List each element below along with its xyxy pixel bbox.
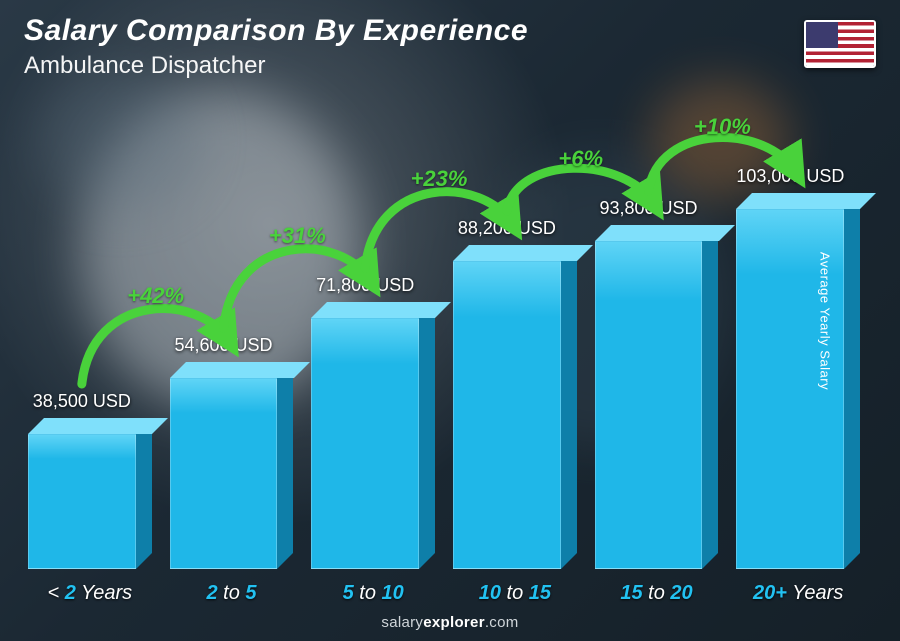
bar-front bbox=[170, 378, 278, 569]
bar-value-label: 38,500 USD bbox=[28, 391, 136, 412]
category-axis: < 2 Years 2 to 5 5 to 10 10 to 15 15 to 20 20… bbox=[28, 572, 860, 605]
delta-badge: +31% bbox=[269, 223, 326, 249]
bar-col: 103,000 USD bbox=[736, 209, 860, 569]
title-sub: Ambulance Dispatcher bbox=[24, 52, 528, 80]
bar-cap bbox=[595, 225, 735, 241]
bar-front bbox=[311, 318, 419, 569]
bar-side bbox=[277, 362, 293, 569]
footer-suffix: .com bbox=[485, 614, 519, 631]
bar-side bbox=[561, 245, 577, 569]
footer-bold: explorer bbox=[423, 614, 485, 631]
bar-cap bbox=[28, 418, 168, 434]
category-cell: 10 to 15 bbox=[453, 572, 577, 605]
bar-value-label: 93,800 USD bbox=[595, 198, 703, 219]
category-label: 2 to 5 bbox=[170, 582, 294, 605]
y-axis-label: Average Yearly Salary bbox=[817, 251, 832, 389]
bar bbox=[453, 261, 577, 569]
bar-col: 38,500 USD bbox=[28, 434, 152, 569]
bar-front bbox=[28, 434, 136, 569]
bar-front bbox=[595, 241, 703, 569]
bar-side bbox=[844, 193, 860, 569]
delta-badge: +42% bbox=[127, 283, 184, 309]
bar bbox=[170, 378, 294, 569]
bar-value-label: 88,200 USD bbox=[453, 218, 561, 239]
bar-cap bbox=[736, 193, 876, 209]
title-block: Salary Comparison By Experience Ambulanc… bbox=[24, 14, 528, 80]
bar-cap bbox=[311, 302, 451, 318]
country-flag-us bbox=[804, 20, 876, 68]
delta-badge: +10% bbox=[694, 114, 751, 140]
bar-side bbox=[136, 418, 152, 569]
bar-col: 93,800 USD bbox=[595, 241, 719, 569]
bar bbox=[311, 318, 435, 569]
bar-value-label: 54,600 USD bbox=[170, 335, 278, 356]
category-label: 5 to 10 bbox=[311, 582, 435, 605]
title-main: Salary Comparison By Experience bbox=[24, 14, 528, 48]
delta-badge: +6% bbox=[558, 146, 603, 172]
bar bbox=[595, 241, 719, 569]
bar-chart: 38,500 USD54,600 USD71,800 USD88,200 USD… bbox=[28, 120, 860, 569]
bar bbox=[736, 209, 860, 569]
category-cell: 20+ Years bbox=[736, 572, 860, 605]
bar-side bbox=[419, 302, 435, 569]
bar-col: 88,200 USD bbox=[453, 261, 577, 569]
footer-prefix: salary bbox=[381, 614, 423, 631]
bar-front bbox=[453, 261, 561, 569]
flag-canton bbox=[806, 22, 838, 48]
infographic-stage: Salary Comparison By Experience Ambulanc… bbox=[0, 0, 900, 641]
category-cell: 2 to 5 bbox=[170, 572, 294, 605]
bar-value-label: 71,800 USD bbox=[311, 275, 419, 296]
category-cell: < 2 Years bbox=[28, 572, 152, 605]
category-label: 15 to 20 bbox=[595, 582, 719, 605]
bar-col: 71,800 USD bbox=[311, 318, 435, 569]
bar-col: 54,600 USD bbox=[170, 378, 294, 569]
category-cell: 15 to 20 bbox=[595, 572, 719, 605]
footer-attribution: salaryexplorer.com bbox=[0, 614, 900, 631]
bar-cap bbox=[453, 245, 593, 261]
delta-badge: +23% bbox=[411, 166, 468, 192]
bar-side bbox=[702, 225, 718, 569]
category-label: 20+ Years bbox=[736, 582, 860, 605]
bar bbox=[28, 434, 152, 569]
bar-cap bbox=[170, 362, 310, 378]
category-label: 10 to 15 bbox=[453, 582, 577, 605]
category-label: < 2 Years bbox=[28, 582, 152, 605]
bar-value-label: 103,000 USD bbox=[736, 166, 844, 187]
category-cell: 5 to 10 bbox=[311, 572, 435, 605]
